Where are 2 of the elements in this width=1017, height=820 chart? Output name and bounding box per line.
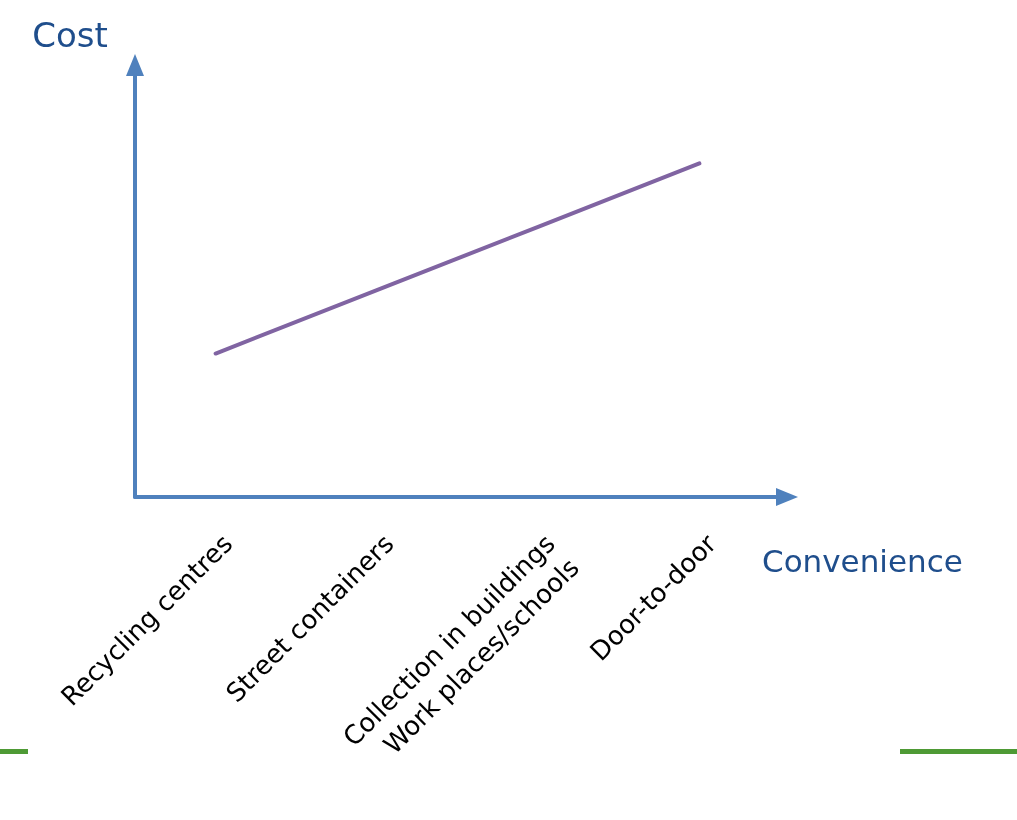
x-axis-title: Convenience bbox=[762, 542, 963, 579]
y-axis-title: Cost bbox=[32, 15, 108, 55]
